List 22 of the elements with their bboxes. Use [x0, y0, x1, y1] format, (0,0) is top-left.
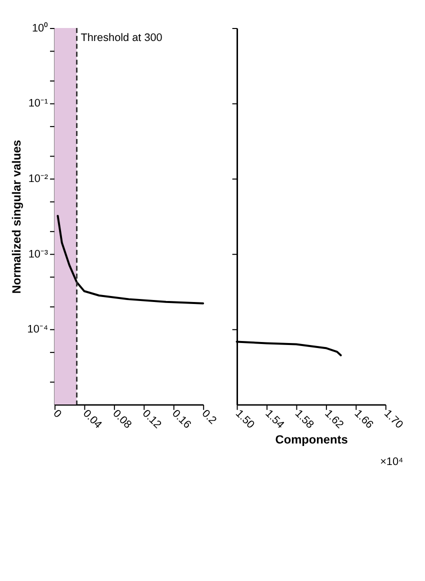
y-axis-title: Normalized singular values — [9, 139, 24, 294]
ref-line-label: Threshold at 300 — [80, 32, 162, 44]
x-tick-label: 1.70 — [382, 408, 406, 432]
x-tick-label: 1.66 — [352, 408, 376, 432]
x-axis-title: Components — [275, 432, 348, 446]
x-tick-label: 1.62 — [322, 408, 346, 432]
line-series — [56, 214, 204, 304]
y-tick-label: 10⁻² — [28, 173, 48, 186]
x-tick-label: 0.08 — [110, 408, 134, 432]
y-tick-label: 10⁻³ — [28, 248, 48, 260]
x-tick-label: 0 — [50, 408, 64, 420]
x-tick-label: 0.2 — [199, 408, 219, 427]
x-tick-label: 0.12 — [140, 408, 164, 432]
y-tick-label: 10⁻⁴ — [27, 324, 48, 336]
x-tick-label: 1.58 — [292, 408, 316, 432]
text: ×10⁴ — [380, 456, 404, 468]
x-tick-label: 1.54 — [262, 408, 286, 432]
x-tick-label: 0.04 — [80, 408, 104, 432]
y-tick-label: 10⁰ — [32, 21, 48, 34]
x-tick-label: 0.16 — [170, 408, 194, 432]
x-tick-label: 1.50 — [233, 408, 256, 432]
y-tick-label: 10⁻¹ — [28, 98, 48, 110]
